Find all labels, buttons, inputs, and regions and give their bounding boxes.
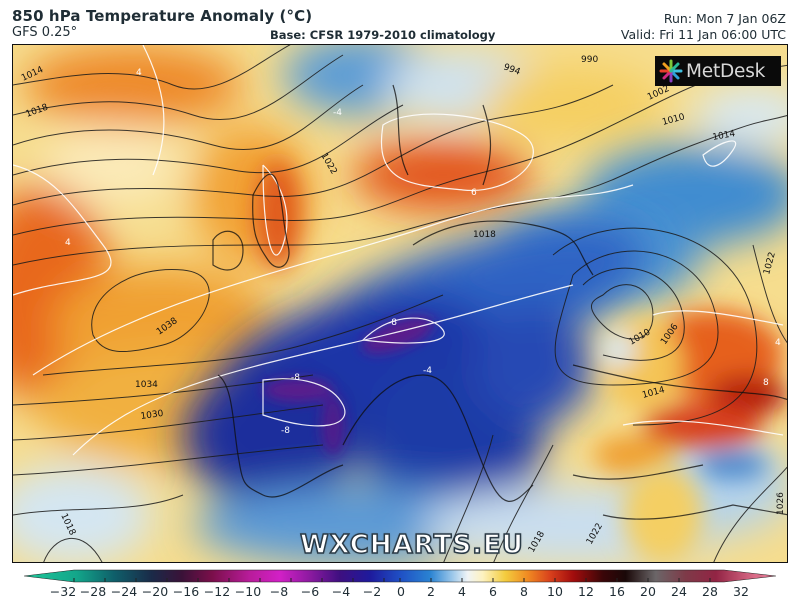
anomaly-map: 1014 1018 1022 994 990 1002 1010 1014 10… — [12, 44, 788, 563]
valid-time-label: Valid: Fri 11 Jan 06:00 UTC — [620, 27, 786, 42]
climatology-base-label: Base: CFSR 1979-2010 climatology — [270, 28, 496, 42]
svg-text:-8: -8 — [388, 318, 397, 328]
warm-anomaly-middle-east — [623, 465, 703, 562]
tick-label: −28 — [79, 584, 107, 599]
tick-label: 20 — [640, 584, 656, 599]
tick-label: −32 — [49, 584, 77, 599]
tick-label: 8 — [520, 584, 528, 599]
svg-text:4: 4 — [65, 238, 71, 248]
tick-label: −6 — [300, 584, 320, 599]
tick-label: 24 — [671, 584, 687, 599]
map-canvas: 1014 1018 1022 994 990 1002 1010 1014 10… — [13, 45, 787, 562]
warm-anomaly-turkey — [593, 310, 787, 479]
tick-label: 0 — [397, 584, 405, 599]
tick-label: 2 — [427, 584, 435, 599]
tick-label: 10 — [547, 584, 563, 599]
cold-core-purple — [263, 316, 435, 455]
warm-anomaly-uk — [256, 160, 300, 270]
tick-label: 12 — [578, 584, 594, 599]
svg-text:-8: -8 — [291, 373, 300, 383]
metdesk-logo: MetDesk — [655, 56, 781, 86]
svg-text:8: 8 — [763, 378, 769, 388]
svg-text:4: 4 — [775, 338, 781, 348]
svg-text:4: 4 — [136, 68, 142, 78]
svg-text:1034: 1034 — [135, 380, 158, 390]
anomaly-contours — [13, 45, 784, 456]
colorbar — [24, 569, 776, 583]
svg-text:1018: 1018 — [473, 230, 496, 240]
tick-label: 16 — [609, 584, 625, 599]
colorbar-tick-labels: −32 −28 −24 −20 −16 −12 −10 −8 −6 −4 −2 … — [0, 584, 800, 608]
logo-text: MetDesk — [686, 60, 766, 82]
svg-text:-8: -8 — [281, 426, 290, 436]
svg-text:1014: 1014 — [712, 129, 737, 143]
tick-label: 32 — [733, 584, 749, 599]
svg-text:1030: 1030 — [140, 409, 164, 422]
tick-label: −8 — [269, 584, 289, 599]
tick-label: 4 — [458, 584, 466, 599]
tick-label: −2 — [362, 584, 382, 599]
coastlines — [212, 84, 787, 520]
svg-text:-4: -4 — [423, 366, 432, 376]
svg-text:990: 990 — [581, 55, 598, 65]
tick-label: 6 — [489, 584, 497, 599]
anomaly-labels: 4 -4 -8 8 6 4 -4 -8 -8 4 — [65, 68, 781, 436]
run-time-label: Run: Mon 7 Jan 06Z — [663, 11, 786, 26]
pinwheel-icon — [659, 59, 683, 83]
tick-label: −24 — [110, 584, 138, 599]
wxcharts-watermark: WXCHARTS.EU — [299, 529, 524, 561]
model-label: GFS 0.25° — [12, 25, 78, 40]
svg-text:-4: -4 — [333, 108, 342, 118]
tick-label: −16 — [172, 584, 200, 599]
tick-label: −4 — [331, 584, 351, 599]
tick-label: −10 — [234, 584, 262, 599]
svg-text:1026: 1026 — [776, 492, 786, 515]
chart-title: 850 hPa Temperature Anomaly (°C) — [12, 7, 313, 25]
tick-label: −12 — [203, 584, 231, 599]
tick-label: 28 — [702, 584, 718, 599]
tick-label: −20 — [141, 584, 169, 599]
svg-text:6: 6 — [471, 188, 477, 198]
